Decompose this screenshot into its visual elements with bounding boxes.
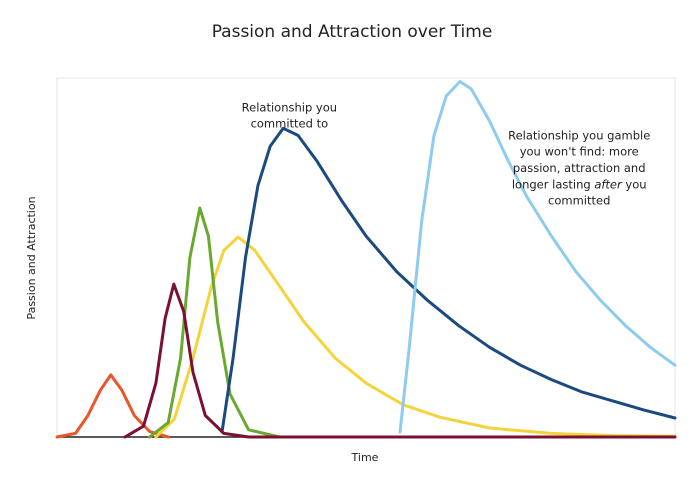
annotation: Relationship you committed to bbox=[242, 100, 337, 130]
curve bbox=[148, 206, 281, 439]
annotation-text: after bbox=[594, 177, 623, 191]
curve bbox=[55, 373, 170, 439]
annotation-text: you bbox=[622, 177, 647, 191]
curve bbox=[220, 126, 677, 434]
annotation-line: committed bbox=[548, 193, 610, 207]
annotation-line: Relationship you gamble bbox=[508, 128, 650, 142]
annotation-line: longer lasting after you bbox=[512, 177, 647, 191]
annotation: Relationship you gamble you won't find: m… bbox=[508, 128, 650, 207]
curve bbox=[154, 235, 677, 439]
y-axis-label: Passion and Attraction bbox=[25, 196, 38, 319]
x-axis-label: Time bbox=[351, 451, 379, 464]
chart-title: Passion and Attraction over Time bbox=[212, 22, 493, 42]
annotation-line: passion, attraction and bbox=[513, 161, 646, 175]
annotation-line: Relationship you bbox=[242, 100, 337, 114]
curve bbox=[398, 80, 677, 434]
annotation-line: you won't find: more bbox=[520, 144, 639, 158]
curve bbox=[123, 282, 677, 439]
annotation-line: committed to bbox=[251, 116, 329, 130]
annotation-text: longer lasting bbox=[512, 177, 594, 191]
